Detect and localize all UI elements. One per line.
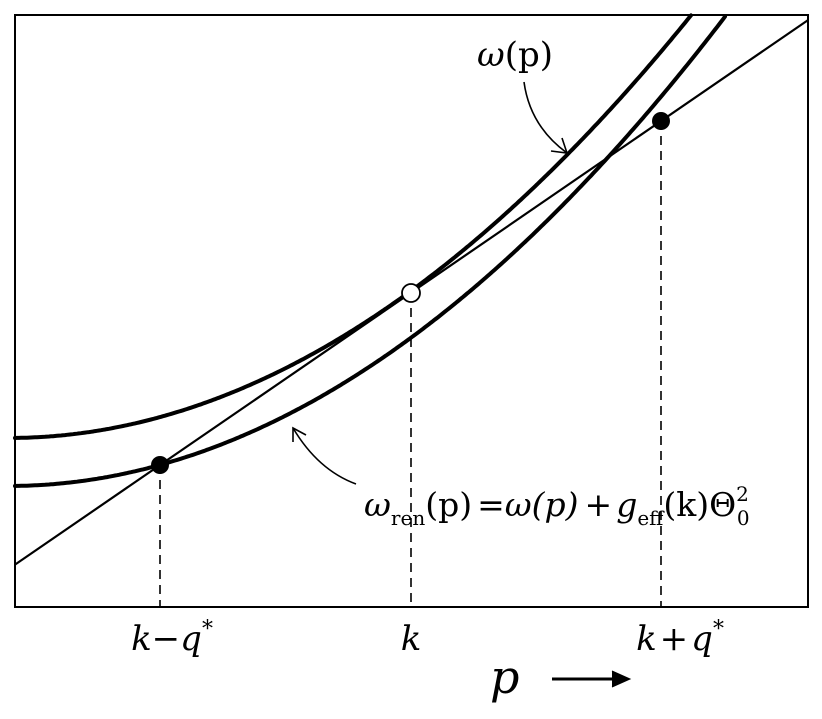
omega-ren-pointer <box>292 427 357 485</box>
point-center <box>401 283 421 303</box>
point-right <box>652 112 670 130</box>
tick-center: k <box>401 619 422 659</box>
tick-right: k+q* <box>636 617 724 659</box>
x-axis-arrow-head <box>611 670 632 688</box>
x-axis-label: p <box>490 650 519 704</box>
plot-frame <box>14 14 809 608</box>
omega-ren-pointer-head <box>292 426 307 442</box>
omega-ren-curve <box>13 14 727 488</box>
omega-curve <box>13 13 693 440</box>
omega-label: ω(p) <box>477 35 553 75</box>
omega-pointer <box>523 81 568 154</box>
point-left <box>151 456 169 474</box>
tick-left: k−q* <box>131 617 213 659</box>
omega-ren-equation: ωren(p) =ω(p) + geff(k)Θ2 0 <box>364 482 750 530</box>
omega-pointer-head <box>550 137 569 154</box>
